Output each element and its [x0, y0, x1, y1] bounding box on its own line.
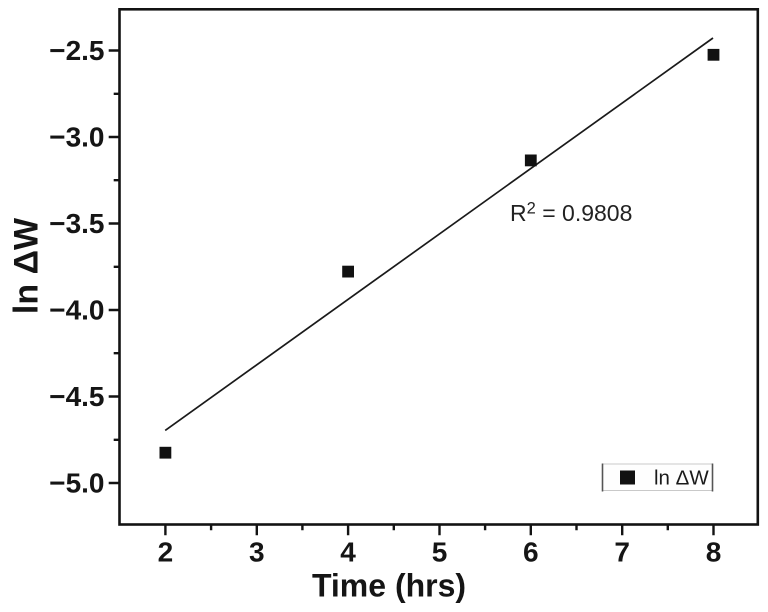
svg-text:2: 2: [158, 537, 174, 568]
svg-text:−2.5: −2.5: [49, 35, 104, 66]
svg-text:4: 4: [340, 537, 356, 568]
svg-text:6: 6: [523, 537, 539, 568]
svg-text:8: 8: [706, 537, 722, 568]
svg-text:Time (hrs): Time (hrs): [312, 568, 466, 604]
svg-text:−4.0: −4.0: [49, 295, 104, 326]
svg-text:−3.0: −3.0: [49, 122, 104, 153]
svg-text:ln ΔW: ln ΔW: [8, 217, 46, 314]
svg-text:−3.5: −3.5: [49, 208, 104, 239]
svg-text:3: 3: [249, 537, 265, 568]
svg-text:5: 5: [432, 537, 448, 568]
svg-text:7: 7: [614, 537, 630, 568]
svg-text:−4.5: −4.5: [49, 381, 104, 412]
svg-text:ln ΔW: ln ΔW: [654, 467, 709, 490]
svg-text:−5.0: −5.0: [49, 468, 104, 499]
